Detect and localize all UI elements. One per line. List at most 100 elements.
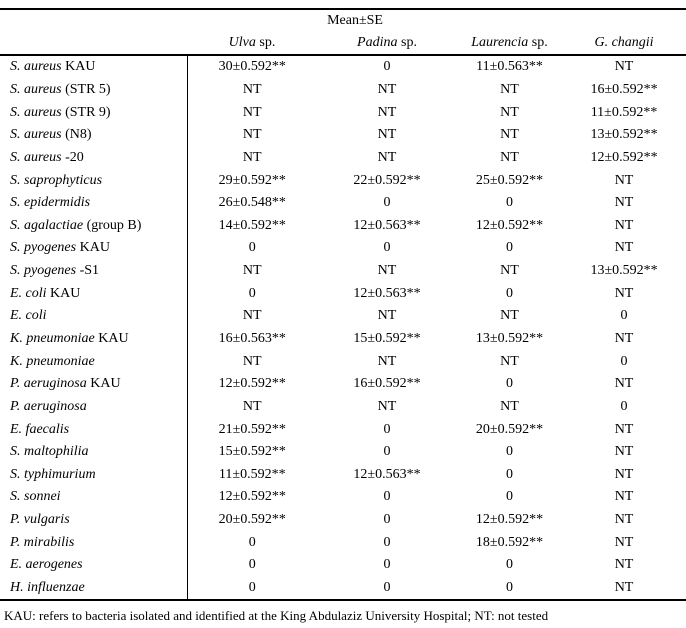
bacteria-name-cell: P. aeruginosa KAU — [0, 372, 188, 396]
bacteria-name-cell: E. coli — [0, 305, 188, 328]
gchangii-italic: G. changii — [594, 35, 654, 50]
table-row: E. coli KAU 0 12±0.563** 0 NT — [0, 282, 686, 306]
value-cell-padina: NT — [377, 149, 397, 165]
table-header: Mean±SE Ulva sp. Padina sp. Laurencia sp… — [0, 9, 686, 55]
table-row: S. maltophilia 15±0.592** 0 0 NT — [0, 440, 686, 464]
table-row: S. aureus (STR 5) NT NT NT 16±0.592** — [0, 78, 686, 102]
table-row: S. aureus -20 NT NT NT 12±0.592** — [0, 146, 686, 170]
bacteria-name-cell: S. sonnei — [0, 486, 188, 509]
value-cell-laurencia: 12±0.592** — [475, 217, 544, 233]
bacteria-name-cell: S. aureus (N8) — [0, 123, 188, 147]
bacteria-name-rest: (STR 5) — [61, 81, 111, 97]
value-cell-laurencia: 12±0.592** — [475, 512, 544, 528]
bacteria-name-cell: S. epidermidis — [0, 191, 188, 215]
value-cell-padina: 0 — [383, 195, 391, 211]
value-cell-padina: NT — [377, 263, 397, 279]
bacteria-name-italic: K. pneumoniae — [10, 353, 95, 369]
value-cell-gchangii: NT — [614, 240, 634, 256]
value-cell-gchangii: NT — [614, 195, 634, 211]
value-cell-gchangii: NT — [614, 534, 634, 550]
value-cell-padina: NT — [377, 398, 397, 414]
value-cell-padina: NT — [377, 81, 397, 97]
bacteria-name-cell: E. coli KAU — [0, 282, 188, 306]
bacteria-name-rest: -S1 — [76, 263, 100, 279]
bacteria-name-italic: P. aeruginosa — [10, 398, 87, 414]
bacteria-name-cell: S. aureus (STR 9) — [0, 101, 188, 124]
bacteria-column-header — [0, 32, 187, 55]
table-body: S. aureus KAU 30±0.592** 0 11±0.563** NT… — [0, 55, 686, 601]
value-cell-laurencia: 11±0.563** — [476, 59, 543, 75]
value-cell-ulva: NT — [242, 81, 262, 97]
value-cell-laurencia: NT — [500, 104, 519, 120]
value-cell-laurencia: 0 — [506, 195, 513, 211]
bacteria-name-italic: S. saprophyticus — [10, 172, 103, 188]
bacteria-name-rest: KAU — [76, 240, 110, 256]
bacteria-name-rest: KAU — [46, 285, 81, 301]
value-cell-ulva: 11±0.592** — [218, 466, 286, 482]
value-cell-padina: 0 — [383, 557, 391, 573]
value-cell-gchangii: 13±0.592** — [590, 127, 658, 143]
bacteria-name-italic: P. mirabilis — [10, 534, 75, 550]
value-cell-padina: 0 — [383, 534, 391, 550]
table-row: S. agalactiae (group B) 14±0.592** 12±0.… — [0, 214, 686, 238]
value-cell-padina: 0 — [383, 580, 391, 596]
value-cell-gchangii: 0 — [620, 308, 628, 324]
table-row: K. pneumoniae KAU 16±0.563** 15±0.592** … — [0, 327, 686, 351]
value-cell-laurencia: 0 — [506, 580, 513, 596]
bacteria-name-italic: S. aureus — [10, 59, 62, 75]
bacteria-name-cell: E. faecalis — [0, 418, 188, 441]
bacteria-name-rest: KAU — [86, 376, 121, 392]
value-cell-laurencia: 0 — [506, 557, 513, 573]
ulva-rest: sp. — [255, 35, 276, 50]
species-header-row: Ulva sp. Padina sp. Laurencia sp. G. cha… — [0, 32, 686, 55]
value-cell-gchangii: NT — [614, 285, 634, 301]
value-cell-gchangii: NT — [614, 466, 634, 482]
value-cell-ulva: 30±0.592** — [218, 59, 286, 75]
laurencia-rest: sp. — [528, 35, 548, 50]
value-cell-gchangii: 11±0.592** — [590, 104, 658, 120]
table-row: P. mirabilis 0 0 18±0.592** NT — [0, 531, 686, 555]
value-cell-laurencia: 20±0.592** — [475, 421, 544, 437]
bacteria-name-cell: S. aureus (STR 5) — [0, 78, 188, 102]
table-row: S. aureus (STR 9) NT NT NT 11±0.592** — [0, 101, 686, 124]
value-cell-ulva: NT — [242, 149, 262, 165]
value-cell-ulva: NT — [242, 127, 262, 143]
value-cell-laurencia: NT — [500, 149, 519, 165]
table-row: S. pyogenes KAU 0 0 0 NT — [0, 237, 686, 260]
value-cell-gchangii: NT — [614, 172, 634, 188]
bacteria-name-cell: S. agalactiae (group B) — [0, 214, 188, 238]
value-cell-ulva: 21±0.592** — [218, 421, 286, 437]
value-cell-laurencia: 0 — [506, 444, 513, 460]
antibacterial-activity-table: Mean±SE Ulva sp. Padina sp. Laurencia sp… — [0, 8, 686, 602]
value-cell-laurencia: NT — [500, 308, 519, 324]
value-cell-laurencia: 0 — [506, 489, 513, 505]
value-cell-laurencia: 25±0.592** — [475, 172, 544, 188]
bacteria-name-cell: E. aerogenes — [0, 554, 188, 577]
value-cell-padina: 0 — [383, 59, 391, 75]
value-cell-gchangii: 13±0.592** — [590, 263, 658, 279]
bacteria-name-cell: S. saprophyticus — [0, 169, 188, 192]
bacteria-name-italic: S. pyogenes — [10, 263, 77, 279]
value-cell-ulva: NT — [242, 353, 262, 369]
table-row: P. aeruginosa NT NT NT 0 — [0, 395, 686, 419]
value-cell-laurencia: 0 — [506, 285, 513, 301]
bacteria-name-italic: S. typhimurium — [10, 466, 96, 482]
value-cell-ulva: NT — [242, 104, 262, 120]
value-cell-gchangii: NT — [614, 580, 634, 596]
value-cell-laurencia: NT — [500, 127, 519, 143]
bacteria-name-italic: E. coli — [10, 308, 47, 324]
bacteria-name-italic: S. sonnei — [10, 489, 61, 505]
value-cell-ulva: 15±0.592** — [218, 444, 286, 460]
value-cell-gchangii: 16±0.592** — [590, 81, 658, 97]
table-row: S. sonnei 12±0.592** 0 0 NT — [0, 486, 686, 509]
value-cell-padina: 0 — [383, 421, 391, 437]
bacteria-name-rest: KAU — [61, 59, 96, 75]
value-cell-laurencia: NT — [500, 398, 519, 414]
mean-se-header: Mean±SE — [327, 13, 383, 28]
column-header-laurencia: Laurencia sp. — [457, 32, 562, 55]
value-cell-padina: 12±0.563** — [353, 217, 421, 233]
table-row: S. typhimurium 11±0.592** 12±0.563** 0 N… — [0, 463, 686, 487]
column-header-gchangii: G. changii — [562, 32, 686, 55]
bacteria-name-italic: S. aureus — [10, 149, 62, 165]
